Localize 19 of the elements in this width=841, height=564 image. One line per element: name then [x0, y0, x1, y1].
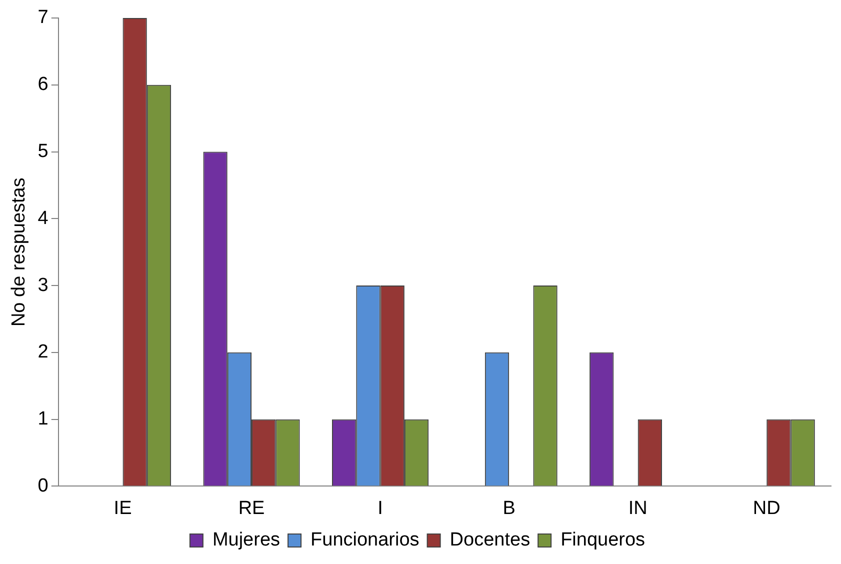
legend-label: Funcionarios [310, 530, 420, 551]
legend-label: Docentes [450, 530, 530, 551]
y-tick-label: 3 [38, 274, 48, 296]
x-tick-label: I [378, 498, 383, 519]
x-tick-label: IN [628, 498, 648, 519]
y-tick-label: 0 [38, 475, 48, 496]
y-tick-label: 4 [38, 208, 49, 229]
x-tick-label: ND [752, 498, 780, 519]
legend-label: Mujeres [212, 530, 280, 551]
x-tick-label: B [502, 498, 516, 519]
x-tick-label: RE [238, 498, 265, 519]
y-tick-label: 6 [38, 74, 48, 96]
y-tick-label: 2 [38, 342, 48, 363]
y-axis-title: No de respuestas [8, 178, 30, 327]
y-tick-label: 5 [38, 141, 48, 162]
x-tick-label: IE [114, 498, 132, 519]
y-tick-label: 7 [38, 7, 48, 28]
y-tick-label: 1 [38, 408, 48, 430]
legend-label: Finqueros [560, 530, 646, 551]
